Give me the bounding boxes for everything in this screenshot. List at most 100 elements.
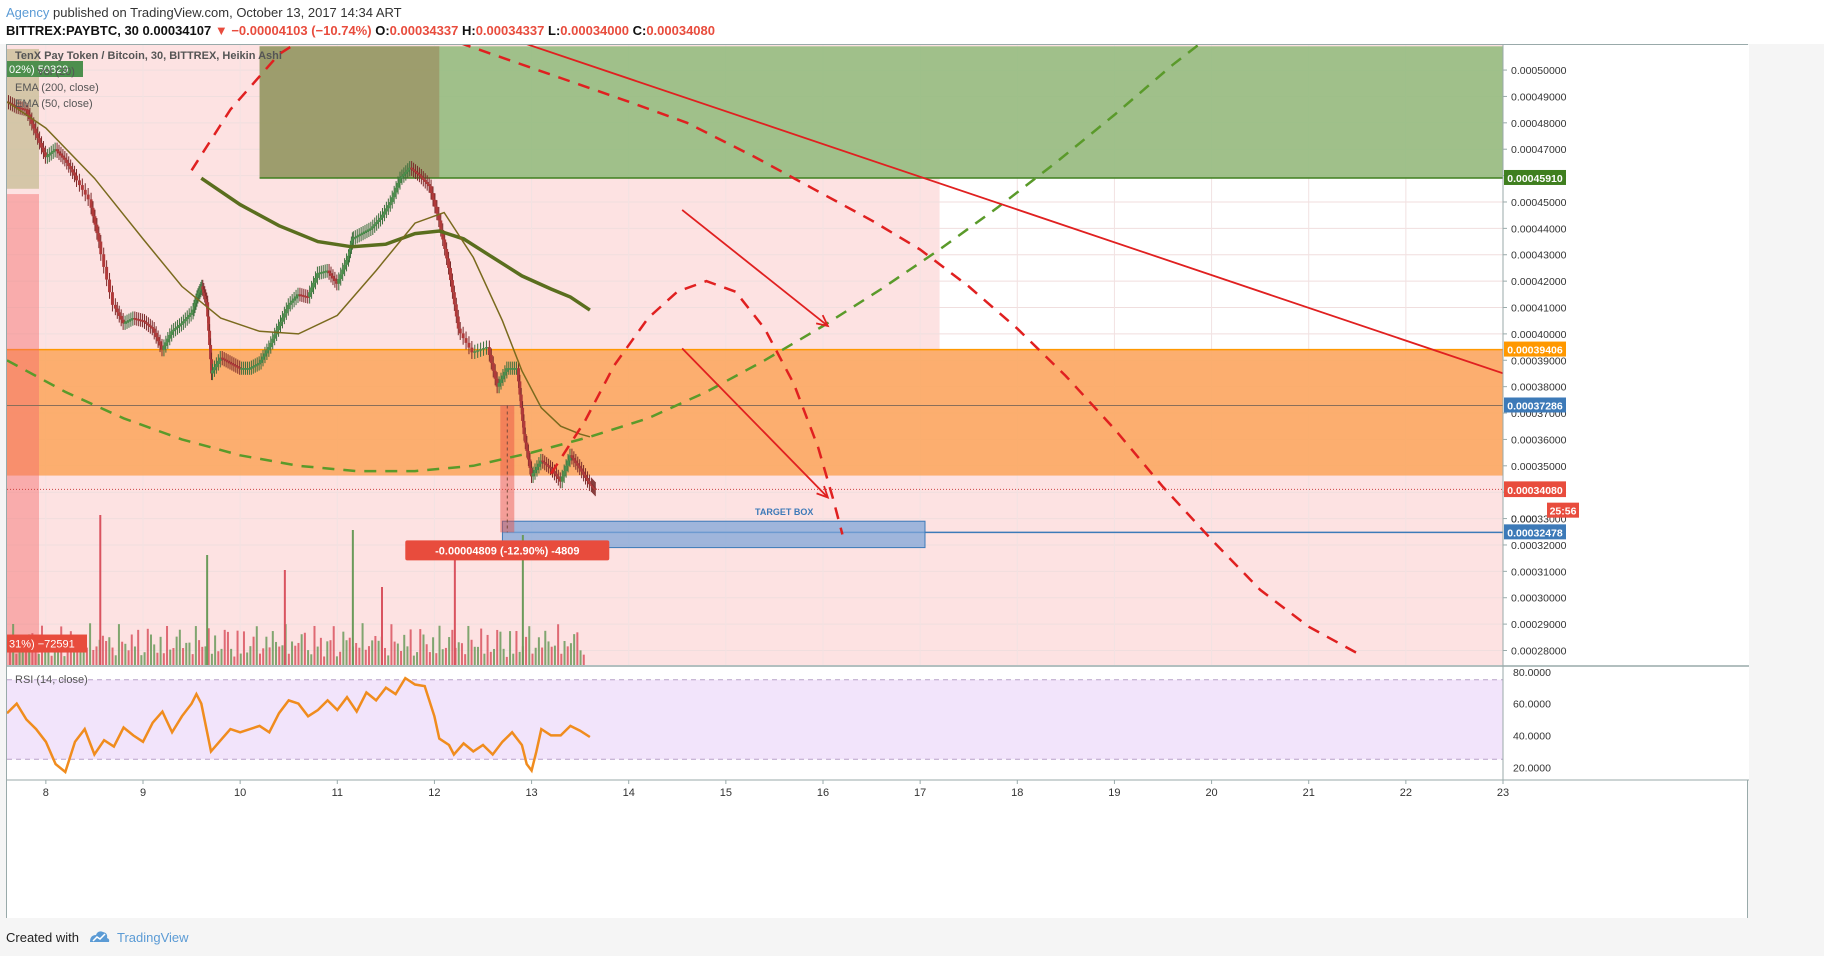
green-target-zone[interactable] — [259, 46, 1513, 178]
volume-bar — [313, 625, 316, 665]
candle-body — [95, 224, 99, 234]
candle-body — [32, 123, 36, 129]
time-axis[interactable]: 8 9 10 11 12 13 14 15 16 17 18 19 20 21 22 23 — [7, 779, 1749, 799]
volume-bar — [130, 634, 133, 665]
main-pane[interactable]: TARGET BOX -0.00004809 (-12.90%) -4809 — [7, 45, 1513, 665]
tradingview-brand[interactable]: TradingView — [117, 930, 189, 945]
candle-body — [327, 270, 331, 274]
volume-bar — [8, 645, 11, 665]
volume-bar — [406, 646, 409, 665]
volume-bar — [108, 637, 111, 665]
candle-body — [212, 367, 216, 371]
chart-canvas[interactable]: TARGET BOX -0.00004809 (-12.90%) -4809 Ten… — [7, 45, 1749, 920]
low-label: L: — [548, 23, 561, 38]
candle-body — [341, 269, 345, 275]
candle-body — [558, 479, 562, 482]
candle-body — [210, 359, 214, 374]
candle-body — [234, 365, 238, 367]
volume-bar — [207, 628, 210, 665]
candle-body — [580, 468, 584, 472]
volume-bar — [384, 647, 387, 665]
volume-bar — [143, 652, 146, 665]
candle-body — [206, 302, 210, 317]
candle-body — [306, 296, 310, 298]
candle-body — [323, 271, 327, 273]
candle-body — [398, 178, 402, 183]
publish-header: Agency published on TradingView.com, Oct… — [0, 0, 1824, 44]
volume-bar — [258, 653, 261, 665]
price-tick-label: 0.00032000 — [1511, 540, 1567, 552]
candle-body — [83, 189, 87, 195]
price-tick-label: 0.00038000 — [1511, 382, 1567, 394]
published-text: published on TradingView.com, October 13… — [53, 5, 402, 20]
time-tick-label: 12 — [428, 787, 440, 799]
volume-bar — [172, 648, 175, 665]
candle-body — [105, 266, 109, 280]
candle-body — [461, 333, 465, 339]
descending-trendline[interactable] — [439, 45, 1512, 377]
candle-body — [310, 287, 314, 293]
volume-spike-bar — [521, 535, 524, 665]
candle-body — [290, 300, 294, 303]
candle-body — [507, 368, 511, 370]
candle-body — [554, 473, 558, 477]
price-axis[interactable]: 0.00050000 0.00049000 0.00048000 0.00047000… — [1502, 45, 1749, 780]
candle-body — [452, 292, 456, 305]
candle-body — [137, 319, 141, 321]
green-dashed-projection[interactable] — [7, 45, 1207, 473]
candle-body — [526, 451, 530, 460]
candle-body — [441, 229, 445, 240]
rsi-pane[interactable]: RSI (14, close) 80.0000 60.0000 40.0000 20.0… — [7, 665, 1749, 780]
candle-body — [335, 281, 339, 284]
candle-body — [379, 217, 383, 220]
volume-bar — [499, 631, 502, 665]
tradingview-logo-icon[interactable] — [88, 929, 110, 945]
candle-body — [133, 318, 137, 320]
volume-bar — [483, 653, 486, 665]
candle-body — [408, 167, 412, 170]
red-dashed-arc[interactable] — [190, 45, 309, 171]
candle-body — [566, 460, 570, 466]
measure-label-bg — [405, 540, 610, 561]
red-dashed-arc-2[interactable] — [549, 279, 844, 535]
rsi-tick-label: 40.0000 — [1513, 730, 1551, 742]
forecast-arrow-1[interactable] — [681, 209, 829, 327]
candle-body — [146, 323, 150, 326]
candle-body — [125, 321, 129, 323]
candle-body — [359, 233, 363, 236]
volume-bar — [220, 648, 223, 665]
volume-bar — [467, 625, 470, 665]
volume-bar — [470, 639, 473, 665]
candle-body — [406, 169, 410, 172]
volume-bar — [364, 649, 367, 665]
volume-bar — [435, 653, 438, 665]
volume-bar — [201, 646, 204, 665]
candle-body — [36, 133, 40, 139]
candle-body — [282, 313, 286, 318]
candle-body — [523, 434, 527, 443]
orange-support-zone[interactable] — [7, 349, 1513, 476]
candle-body — [170, 331, 174, 335]
price-tick-label: 0.00028000 — [1511, 645, 1567, 657]
price-badge-bg — [1504, 169, 1566, 185]
author-link[interactable]: Agency — [6, 5, 50, 20]
candle-body — [489, 355, 493, 363]
candle-body — [49, 152, 53, 154]
measure-range-bar[interactable] — [500, 405, 515, 533]
candle-body — [131, 318, 135, 320]
candle-body — [585, 477, 589, 482]
candle-body — [576, 463, 580, 466]
volume-bar — [348, 637, 351, 665]
candle-body — [30, 119, 34, 124]
forecast-arrow-2[interactable] — [681, 347, 829, 499]
red-dashed-decline[interactable] — [439, 45, 1363, 657]
chart-frame[interactable]: TARGET BOX -0.00004809 (-12.90%) -4809 Ten… — [6, 44, 1749, 920]
candle-body — [505, 368, 509, 372]
volume-bar — [63, 656, 66, 665]
price-tick-label: 0.00029000 — [1511, 619, 1567, 631]
volume-bar — [24, 642, 27, 665]
candle-body — [123, 322, 127, 324]
volume-bar — [480, 628, 483, 665]
candle-body — [271, 338, 275, 343]
candle-body — [521, 407, 525, 421]
